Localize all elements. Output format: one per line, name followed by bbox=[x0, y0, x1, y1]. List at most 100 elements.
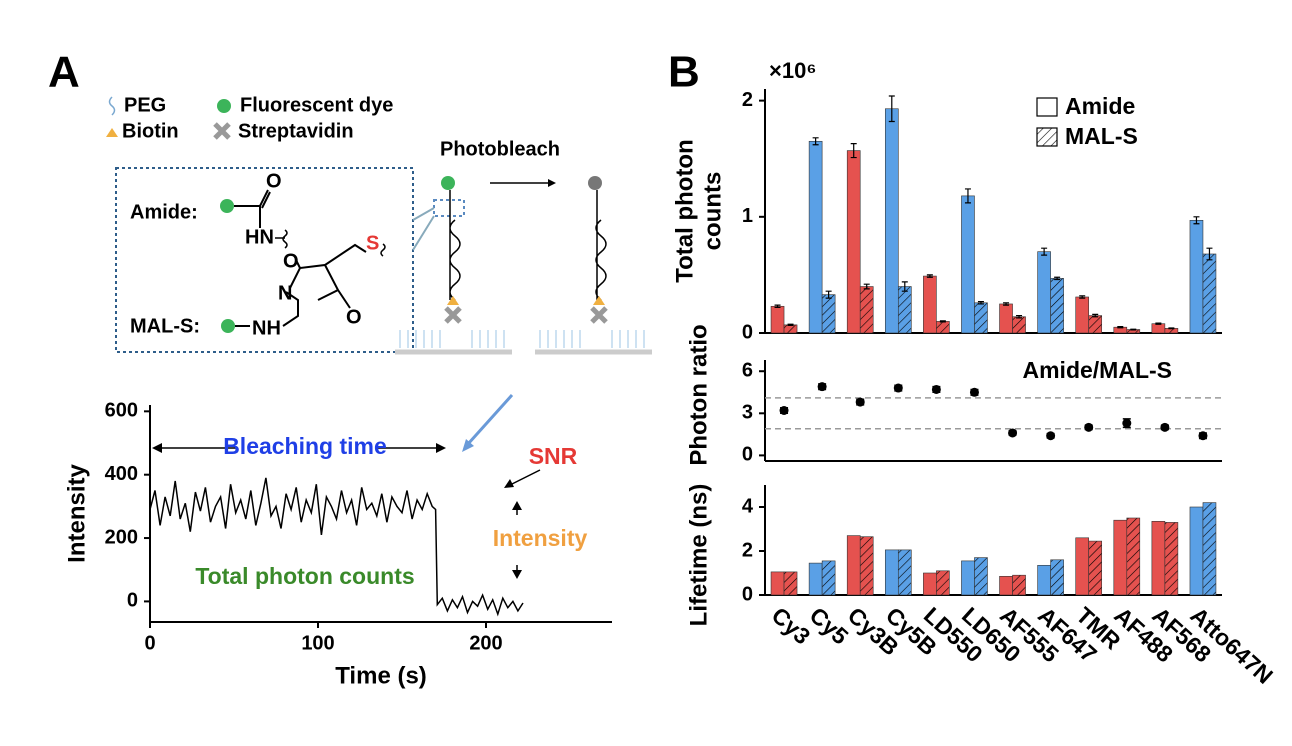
dye-icon bbox=[221, 319, 235, 333]
y-axis-label: Lifetime (ns) bbox=[685, 484, 712, 627]
trace bbox=[149, 477, 524, 617]
bar bbox=[1088, 315, 1103, 334]
bar bbox=[974, 302, 988, 334]
point bbox=[1160, 422, 1170, 432]
y-tick-label: 400 bbox=[105, 463, 138, 485]
y-tick-label: 200 bbox=[105, 526, 138, 548]
error-bar bbox=[1206, 247, 1213, 261]
error-bar bbox=[1168, 327, 1175, 330]
bar bbox=[783, 324, 798, 334]
bar bbox=[859, 536, 874, 596]
bar bbox=[1202, 502, 1217, 596]
error-bar bbox=[1130, 328, 1137, 331]
bar bbox=[884, 108, 899, 334]
legend-swatch bbox=[1036, 97, 1058, 117]
annotation: SNR bbox=[529, 443, 578, 469]
error-bar bbox=[1079, 295, 1086, 299]
pointer-head bbox=[462, 439, 474, 452]
point bbox=[1084, 422, 1094, 432]
bar bbox=[770, 305, 785, 334]
scheme-label: Photobleach bbox=[440, 138, 560, 160]
y-tick-label: 0 bbox=[742, 583, 753, 605]
bar bbox=[923, 275, 937, 334]
error-bar bbox=[926, 274, 933, 278]
error-bar bbox=[1041, 247, 1048, 256]
error-bar bbox=[901, 281, 908, 292]
bar bbox=[859, 286, 874, 334]
bar bbox=[897, 286, 912, 334]
bar bbox=[1151, 520, 1166, 596]
error-bar bbox=[863, 283, 870, 290]
annotation: Bleaching time bbox=[223, 433, 387, 459]
y-tick-label: 0 bbox=[742, 444, 753, 466]
point bbox=[969, 387, 979, 397]
panel-label: B bbox=[668, 48, 700, 97]
bar bbox=[999, 303, 1013, 334]
bar bbox=[1189, 506, 1204, 596]
annotation: Total photon counts bbox=[195, 563, 414, 589]
dye-icon bbox=[217, 99, 231, 113]
bar bbox=[1012, 316, 1026, 334]
bar bbox=[1151, 323, 1166, 334]
legend-text: Biotin bbox=[122, 120, 179, 142]
bar bbox=[1012, 574, 1026, 596]
point bbox=[817, 382, 827, 392]
panel-label: A bbox=[48, 48, 80, 97]
y-tick-label: 4 bbox=[742, 495, 754, 517]
y-tick-label: 1 bbox=[742, 205, 753, 227]
x-tick-label: Cy5 bbox=[805, 602, 854, 650]
y-axis-label: Total photon bbox=[671, 139, 698, 283]
dna bbox=[449, 190, 461, 301]
bar bbox=[1113, 519, 1128, 596]
bond bbox=[282, 291, 299, 327]
point bbox=[1008, 428, 1018, 438]
annotation: Intensity bbox=[493, 525, 588, 551]
error-bar bbox=[977, 301, 984, 305]
bar bbox=[808, 140, 823, 334]
point bbox=[931, 384, 941, 394]
bar bbox=[897, 549, 912, 596]
streptavidin bbox=[444, 306, 462, 324]
linker-label: MAL-S: bbox=[130, 315, 200, 337]
bar bbox=[821, 294, 836, 334]
bar bbox=[770, 571, 785, 596]
bar bbox=[846, 535, 861, 596]
peg-icon bbox=[108, 96, 116, 116]
legend-text: PEG bbox=[124, 94, 166, 116]
point bbox=[779, 406, 789, 415]
bar bbox=[884, 549, 899, 596]
y-tick-label: 0 bbox=[127, 590, 138, 612]
zoom-box bbox=[433, 199, 465, 217]
bar bbox=[1050, 278, 1064, 334]
error-bar bbox=[850, 143, 857, 159]
error-bar bbox=[1092, 313, 1099, 318]
bar bbox=[1050, 559, 1064, 596]
error-bar bbox=[1016, 314, 1023, 319]
bar bbox=[1075, 537, 1090, 596]
point bbox=[1198, 431, 1208, 441]
error-bar bbox=[787, 323, 794, 327]
point bbox=[1122, 418, 1132, 428]
error-bar bbox=[888, 95, 895, 123]
annotation-arrow bbox=[512, 501, 522, 579]
y-tick-label: 2 bbox=[742, 539, 753, 561]
bar bbox=[961, 195, 975, 334]
bar bbox=[1037, 251, 1051, 334]
bar bbox=[1037, 564, 1051, 596]
error-bar bbox=[1117, 326, 1124, 329]
streptavidin bbox=[590, 306, 608, 324]
bar bbox=[1164, 522, 1179, 596]
bond bbox=[234, 189, 271, 228]
bar bbox=[936, 321, 950, 334]
linker-box bbox=[115, 167, 414, 353]
bleached-dye bbox=[588, 176, 602, 190]
point bbox=[893, 383, 903, 393]
legend-text: Amide bbox=[1065, 93, 1135, 119]
bar bbox=[961, 560, 975, 596]
biotin bbox=[593, 296, 605, 305]
bar bbox=[808, 562, 823, 596]
legend-text: Fluorescent dye bbox=[240, 94, 393, 116]
ring bbox=[289, 243, 367, 309]
bar bbox=[999, 575, 1013, 596]
